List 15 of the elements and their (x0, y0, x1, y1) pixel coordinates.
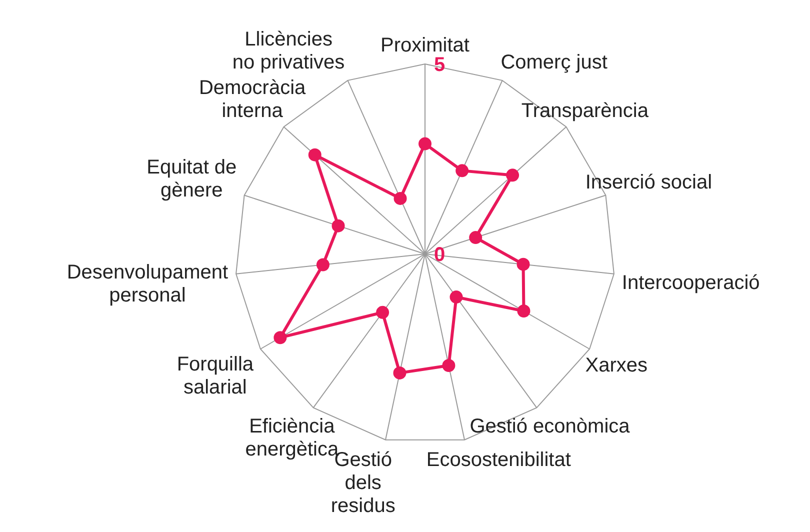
spoke-label: Desenvolupament personal (66, 262, 229, 307)
spoke-label: Llicències no privatives (232, 28, 345, 74)
spoke-label: Ecosostenibilitat (426, 449, 572, 472)
spoke-label: Transparència (521, 100, 650, 122)
spoke-label: Intercooperació (622, 272, 760, 294)
spoke-label: Democràcia interna (198, 77, 307, 122)
spoke-label: Comerç just (500, 52, 608, 74)
spoke-label: Forquilla salarial (176, 354, 254, 399)
spoke-label: Equitat de gènere (146, 156, 237, 202)
spoke-label: Inserció social (585, 171, 712, 194)
spoke-label: Proximitat (380, 34, 470, 56)
y-tick-label: 5 (434, 54, 446, 76)
spoke-label: Xarxes (585, 354, 648, 376)
spoke-label: Gestió econòmica (470, 416, 631, 438)
y-tick-label: 0 (434, 244, 446, 266)
